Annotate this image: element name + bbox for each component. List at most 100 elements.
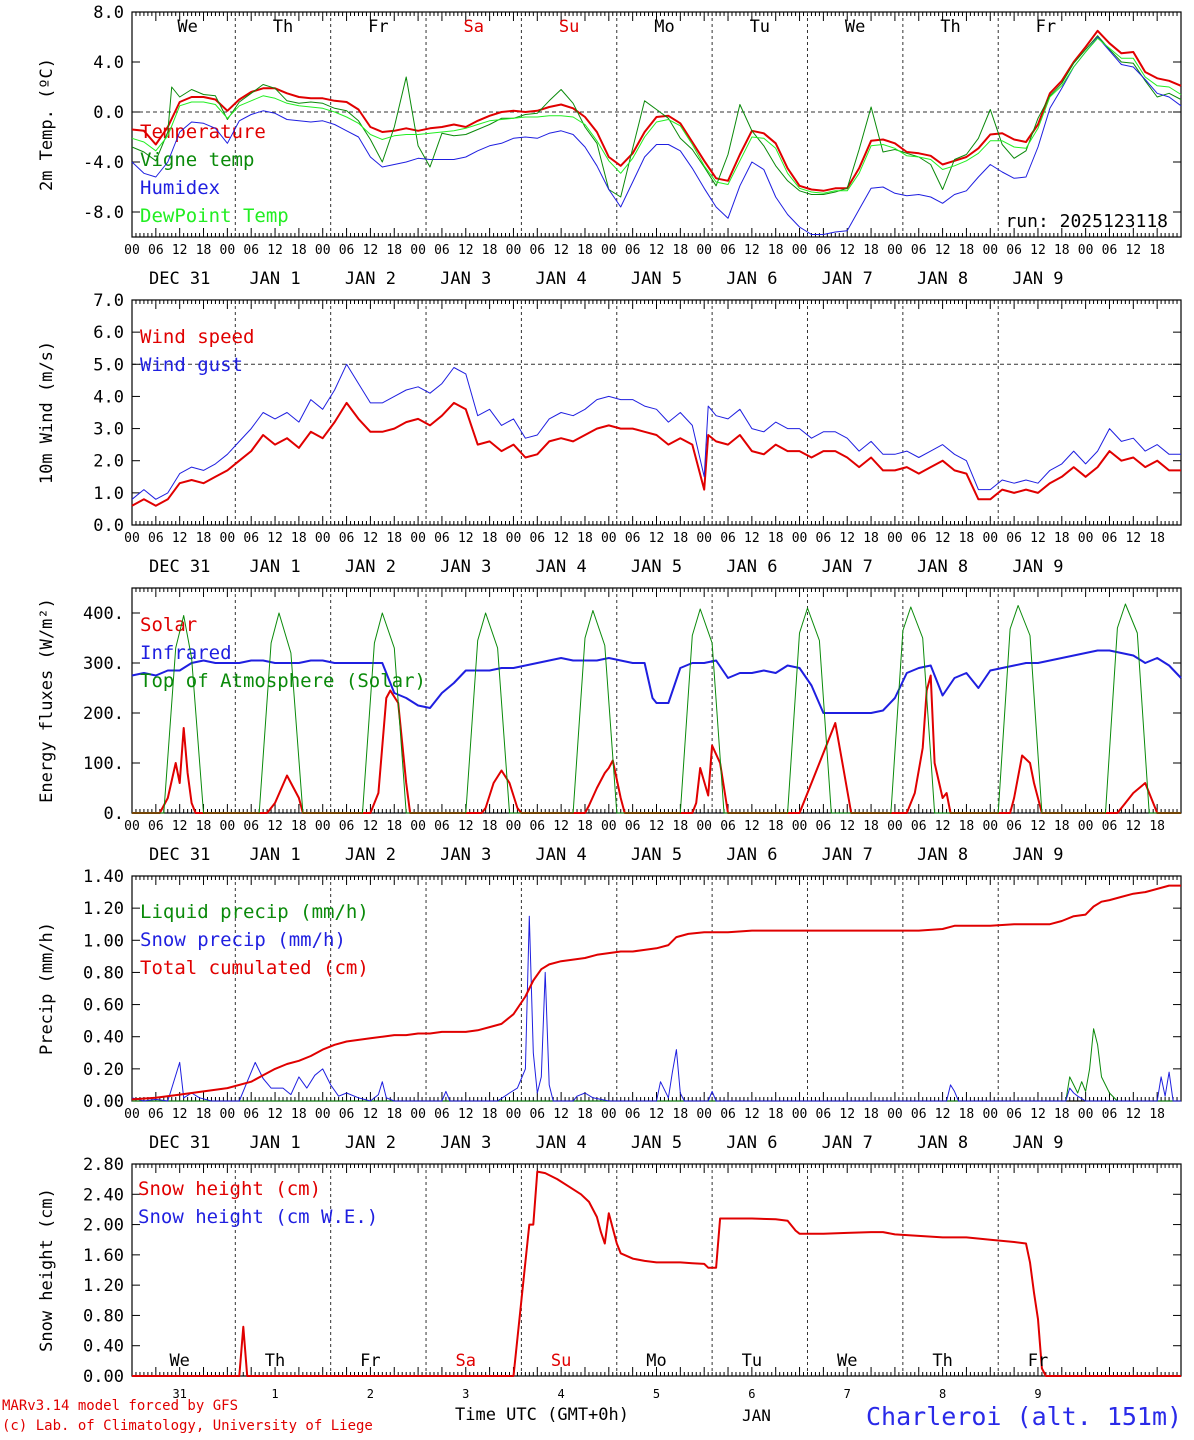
hour-label: 06 bbox=[816, 1107, 832, 1122]
date-label: JAN 3 bbox=[440, 845, 491, 865]
hour-label: 06 bbox=[339, 819, 355, 834]
hour-label: 00 bbox=[792, 819, 808, 834]
date-label: JAN 4 bbox=[536, 557, 587, 577]
hour-label: 18 bbox=[291, 243, 307, 258]
hour-label: 18 bbox=[291, 1107, 307, 1122]
hour-label: 06 bbox=[911, 1107, 927, 1122]
time-axis-title: Time UTC (GMT+0h) bbox=[455, 1405, 629, 1425]
hour-label: 18 bbox=[1054, 819, 1070, 834]
date-label: JAN 7 bbox=[822, 557, 873, 577]
weekday-label: Tu bbox=[750, 17, 770, 37]
hour-label: 12 bbox=[744, 243, 760, 258]
hour-label: 06 bbox=[339, 531, 355, 546]
date-label: JAN 5 bbox=[631, 845, 682, 865]
weekday-label: Su bbox=[559, 17, 579, 37]
hour-label: 18 bbox=[863, 819, 879, 834]
month-label: JAN bbox=[742, 1406, 771, 1425]
hour-label: 00 bbox=[1078, 1107, 1094, 1122]
legend-entry: Top of Atmosphere (Solar) bbox=[140, 670, 426, 692]
date-label: JAN 5 bbox=[631, 1133, 682, 1153]
hour-label: 12 bbox=[744, 531, 760, 546]
hour-label: 06 bbox=[625, 1107, 641, 1122]
hour-label: 06 bbox=[434, 819, 450, 834]
weekday-label: Su bbox=[551, 1351, 571, 1371]
date-label: JAN 8 bbox=[917, 269, 968, 289]
model-credit: MARv3.14 model forced by GFS bbox=[2, 1398, 239, 1414]
hour-label: 18 bbox=[577, 819, 593, 834]
series-line-top-of-atmosphere-solar- bbox=[132, 603, 1181, 814]
hour-label: 00 bbox=[220, 819, 236, 834]
y-tick-label: -8.0 bbox=[83, 203, 124, 223]
hour-label: 18 bbox=[482, 819, 498, 834]
y-tick-label: 200. bbox=[83, 704, 124, 724]
hour-label: 00 bbox=[601, 1107, 617, 1122]
hour-label: 12 bbox=[267, 819, 283, 834]
day-number: 7 bbox=[844, 1387, 851, 1401]
hour-label: 06 bbox=[529, 819, 545, 834]
y-tick-label: 2.40 bbox=[83, 1185, 124, 1205]
weekday-label: Mo bbox=[646, 1351, 666, 1371]
y-tick-label: 0.80 bbox=[83, 963, 124, 983]
hour-label: 18 bbox=[196, 819, 212, 834]
hour-label: 12 bbox=[649, 243, 665, 258]
hour-label: 18 bbox=[768, 243, 784, 258]
legend-entry: Wind gust bbox=[140, 354, 243, 376]
weekday-label: Th bbox=[940, 17, 960, 37]
date-label: JAN 3 bbox=[440, 269, 491, 289]
hour-label: 18 bbox=[386, 531, 402, 546]
y-tick-label: -4.0 bbox=[83, 153, 124, 173]
hour-label: 12 bbox=[1030, 243, 1046, 258]
hour-label: 00 bbox=[220, 1107, 236, 1122]
y-axis-title: Precip (mm/h) bbox=[37, 922, 57, 1055]
y-axis-title: Snow height (cm) bbox=[37, 1188, 57, 1352]
hour-label: 06 bbox=[625, 243, 641, 258]
series-line-humidex bbox=[131, 36, 1182, 235]
hour-label: 18 bbox=[959, 1107, 975, 1122]
y-tick-label: 1.60 bbox=[83, 1246, 124, 1266]
series-line-snow-height-cm- bbox=[132, 1170, 1181, 1377]
time-ticks bbox=[131, 300, 1182, 525]
hour-label: 00 bbox=[506, 1107, 522, 1122]
hour-label: 00 bbox=[124, 819, 140, 834]
hour-label: 00 bbox=[1078, 819, 1094, 834]
hour-label: 06 bbox=[148, 243, 164, 258]
hour-label: 06 bbox=[625, 531, 641, 546]
station-name: Charleroi (alt. 151m) bbox=[866, 1402, 1183, 1431]
date-label: JAN 9 bbox=[1012, 1133, 1063, 1153]
hour-label: 12 bbox=[935, 531, 951, 546]
weekday-label: Th bbox=[932, 1351, 952, 1371]
hour-label: 00 bbox=[887, 531, 903, 546]
hour-label: 00 bbox=[506, 243, 522, 258]
weekday-label: Tu bbox=[742, 1351, 762, 1371]
hour-label: 06 bbox=[816, 243, 832, 258]
hour-label: 06 bbox=[816, 819, 832, 834]
y-tick-label: 2.00 bbox=[83, 1216, 124, 1236]
date-label: JAN 7 bbox=[822, 845, 873, 865]
hour-label: 12 bbox=[458, 243, 474, 258]
hour-label: 12 bbox=[553, 1107, 569, 1122]
hour-label: 06 bbox=[339, 1107, 355, 1122]
date-label: JAN 8 bbox=[917, 557, 968, 577]
hour-label: 18 bbox=[291, 819, 307, 834]
y-tick-label: 400. bbox=[83, 604, 124, 624]
y-tick-label: 3.0 bbox=[93, 420, 124, 440]
y-tick-label: 0.80 bbox=[83, 1306, 124, 1326]
plot-frame bbox=[131, 11, 1182, 238]
panel-snow: 0.00 0.40 0.80 1.20 1.60 2.00 2.40 2.80 Snow hei… bbox=[37, 1155, 1182, 1401]
weekday-label: Th bbox=[273, 17, 293, 37]
hour-label: 12 bbox=[744, 819, 760, 834]
hour-label: 18 bbox=[196, 243, 212, 258]
hour-label: 12 bbox=[649, 531, 665, 546]
weekday-label: We bbox=[837, 1351, 857, 1371]
hour-label: 18 bbox=[863, 1107, 879, 1122]
hour-label: 00 bbox=[982, 243, 998, 258]
hour-label: 12 bbox=[935, 819, 951, 834]
hour-label: 00 bbox=[696, 819, 712, 834]
series-line-total-cumulated-cm- bbox=[131, 884, 1181, 1101]
y-tick-label: 2.80 bbox=[83, 1155, 124, 1175]
y-tick-label: 0.00 bbox=[83, 1092, 124, 1112]
hour-label: 12 bbox=[363, 819, 379, 834]
hour-label: 12 bbox=[553, 243, 569, 258]
date-label: JAN 4 bbox=[536, 269, 587, 289]
